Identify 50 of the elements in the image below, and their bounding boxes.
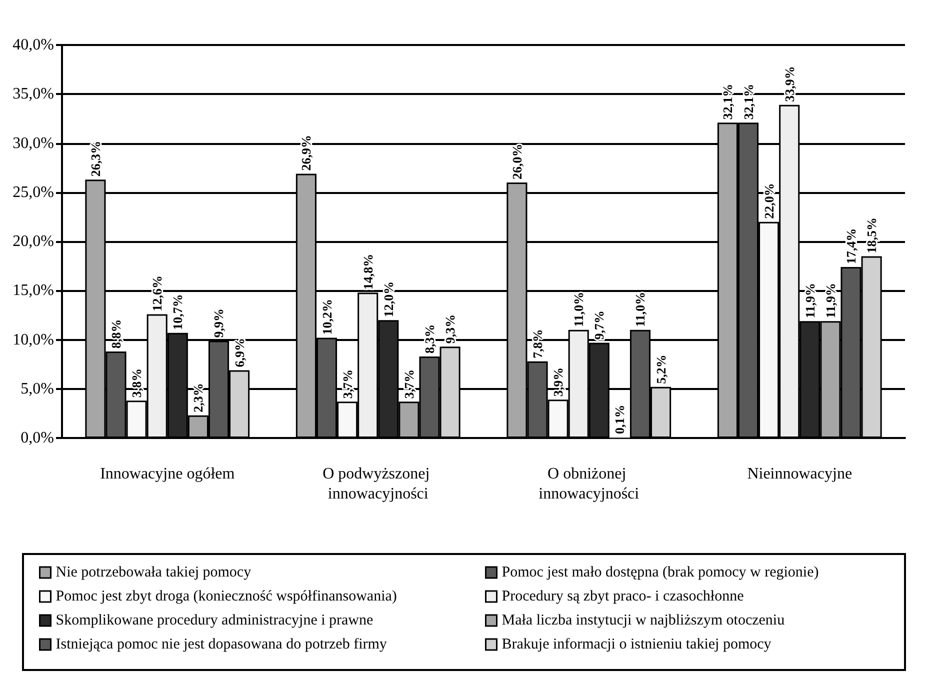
legend-label: Procedury są zbyt praco- i czasochłonne xyxy=(502,588,744,604)
y-tick-label: 40,0% xyxy=(12,36,54,54)
legend-label: Mała liczba instytucji w najbliższym otoczeniu xyxy=(502,612,786,628)
legend-label: Istniejąca pomoc nie jest dopasowana do potrzeb firmy xyxy=(56,636,388,652)
data-label: 6,9% xyxy=(232,338,247,368)
legend-label: Nie potrzebowała takiej pomocy xyxy=(56,564,252,580)
data-label: 26,0% xyxy=(509,144,524,180)
data-label: 33,9% xyxy=(782,66,797,102)
legend-label: Brakuje informacji o istnieniu takiej pomocy xyxy=(502,636,772,652)
data-label: 22,0% xyxy=(761,183,776,219)
data-label: 7,8% xyxy=(530,329,546,358)
data-label: 8,8% xyxy=(108,319,124,349)
y-tick-label: 35,0% xyxy=(12,86,54,103)
data-label: 10,7% xyxy=(170,294,186,330)
data-label: 12,6% xyxy=(150,275,165,312)
x-tick-label: O obniżonej innowacyjności xyxy=(538,466,640,502)
data-label: 14,8% xyxy=(360,254,376,290)
x-tick-label: Nieinnowacyjne xyxy=(747,466,852,482)
y-tick-label: 10,0% xyxy=(12,331,54,348)
data-label: 0,1% xyxy=(612,404,628,434)
data-label: 3,9% xyxy=(550,367,566,397)
y-tick-label: 25,0% xyxy=(12,184,54,201)
data-label: 9,7% xyxy=(592,310,607,340)
data-label: 2,3% xyxy=(190,383,206,412)
legend-label: Pomoc jest zbyt droga (konieczność współfinansowania) xyxy=(56,588,397,604)
y-tick-label: 5,0% xyxy=(20,380,54,398)
data-label: 32,1% xyxy=(720,84,736,120)
data-label: 32,1% xyxy=(740,84,756,120)
data-label: 17,4% xyxy=(843,228,858,264)
data-label: 11,0% xyxy=(632,292,648,327)
data-label: 26,3% xyxy=(88,140,103,177)
y-tick-label: 20,0% xyxy=(12,233,54,250)
y-tick-label: 0,0% xyxy=(20,430,54,446)
data-label: 10,2% xyxy=(319,299,334,335)
data-label: 11,9% xyxy=(822,283,838,318)
data-label: 26,9% xyxy=(298,134,314,171)
x-tick-label: O podwyższonej innowacyjności xyxy=(322,466,434,502)
data-label: 11,0% xyxy=(571,292,586,327)
data-label: 3,7% xyxy=(340,369,355,399)
legend-label: Pomoc jest mało dostępna (brak pomocy w regionie) xyxy=(502,564,819,580)
data-label: 11,9% xyxy=(802,283,818,318)
x-tick-label: Innowacyjne ogółem xyxy=(100,466,236,482)
y-tick-label: 30,0% xyxy=(12,134,54,152)
data-label: 5,2% xyxy=(653,354,668,384)
data-label: 9,9% xyxy=(211,308,226,338)
y-tick-label: 15,0% xyxy=(12,282,54,300)
data-label: 3,7% xyxy=(401,369,416,399)
legend-label: Skomplikowane procedury administracyjne i prawne xyxy=(56,612,374,628)
data-label: 12,0% xyxy=(380,281,396,318)
data-label: 3,8% xyxy=(129,368,144,398)
